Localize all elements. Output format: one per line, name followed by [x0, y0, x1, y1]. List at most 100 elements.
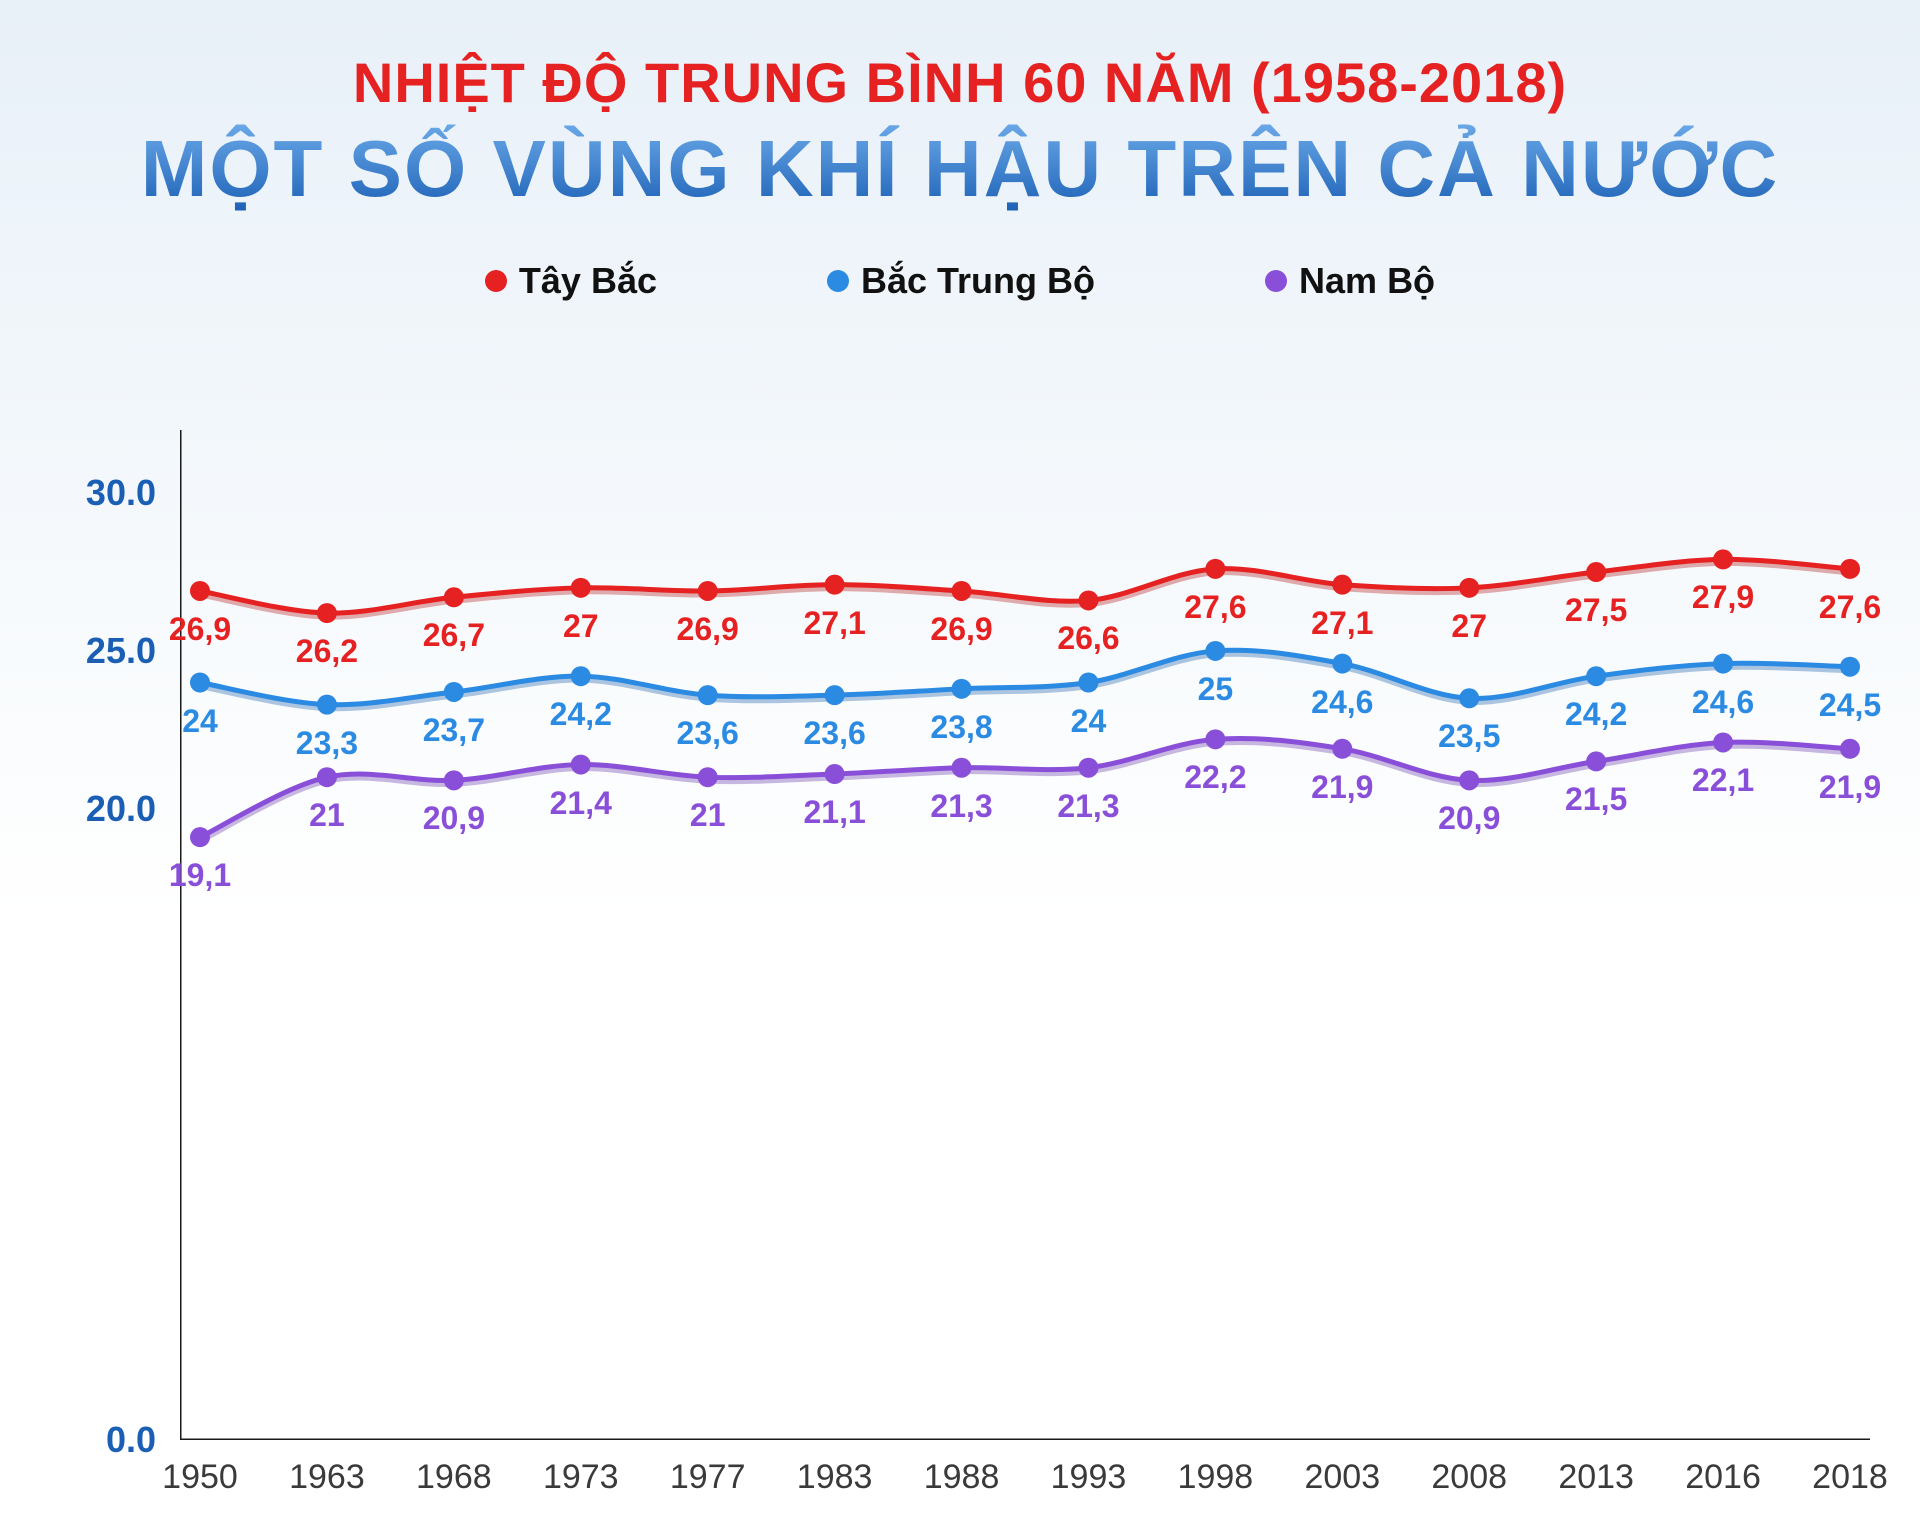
- data-label: 25: [1198, 671, 1234, 708]
- series-marker: [1078, 673, 1098, 693]
- x-tick-label: 2008: [1431, 1440, 1507, 1497]
- temperature-chart: NHIỆT ĐỘ TRUNG BÌNH 60 NĂM (1958-2018) M…: [0, 0, 1920, 1535]
- data-label: 24: [182, 703, 218, 740]
- legend-item: Nam Bộ: [1265, 260, 1435, 302]
- legend-dot-icon: [1265, 270, 1287, 292]
- data-label: 23,6: [677, 715, 739, 752]
- chart-title-line1: NHIỆT ĐỘ TRUNG BÌNH 60 NĂM (1958-2018): [0, 50, 1920, 115]
- data-label: 22,2: [1184, 759, 1246, 796]
- series-marker: [317, 767, 337, 787]
- series-marker: [444, 682, 464, 702]
- data-label: 19,1: [169, 857, 231, 894]
- data-label: 26,2: [296, 633, 358, 670]
- x-tick-label: 1963: [289, 1440, 365, 1497]
- y-tick-label: 20.0: [86, 788, 180, 830]
- data-label: 27,6: [1819, 589, 1881, 626]
- data-label: 26,9: [169, 611, 231, 648]
- legend-dot-icon: [485, 270, 507, 292]
- series-marker: [444, 587, 464, 607]
- series-marker: [698, 581, 718, 601]
- data-label: 24,6: [1311, 684, 1373, 721]
- x-tick-label: 1998: [1178, 1440, 1254, 1497]
- series-marker: [1459, 688, 1479, 708]
- series-marker: [825, 764, 845, 784]
- series-marker: [190, 673, 210, 693]
- x-tick-label: 2003: [1304, 1440, 1380, 1497]
- series-marker: [1205, 641, 1225, 661]
- data-label: 27,5: [1565, 592, 1627, 629]
- data-label: 21: [690, 797, 726, 834]
- data-label: 26,9: [677, 611, 739, 648]
- series-marker: [317, 695, 337, 715]
- data-label: 24: [1071, 703, 1107, 740]
- series-marker: [444, 770, 464, 790]
- data-label: 20,9: [423, 800, 485, 837]
- series-marker: [1586, 562, 1606, 582]
- data-label: 21,9: [1311, 769, 1373, 806]
- data-label: 24,6: [1692, 684, 1754, 721]
- data-label: 21,5: [1565, 781, 1627, 818]
- x-tick-label: 1993: [1051, 1440, 1127, 1497]
- x-tick-label: 1983: [797, 1440, 873, 1497]
- data-label: 27,1: [1311, 605, 1373, 642]
- series-marker: [571, 578, 591, 598]
- series-marker: [825, 575, 845, 595]
- series-marker: [952, 581, 972, 601]
- series-marker: [1332, 575, 1352, 595]
- legend-label: Nam Bộ: [1299, 260, 1435, 302]
- series-marker: [698, 685, 718, 705]
- data-label: 26,6: [1057, 620, 1119, 657]
- series-marker: [952, 758, 972, 778]
- series-marker: [1205, 559, 1225, 579]
- legend-label: Bắc Trung Bộ: [861, 260, 1095, 302]
- series-marker: [1078, 590, 1098, 610]
- x-tick-label: 1988: [924, 1440, 1000, 1497]
- series-marker: [1459, 578, 1479, 598]
- x-tick-label: 2016: [1685, 1440, 1761, 1497]
- data-label: 27,1: [803, 605, 865, 642]
- data-label: 23,6: [803, 715, 865, 752]
- data-label: 21,4: [550, 785, 612, 822]
- plot-svg: [180, 430, 1870, 1440]
- plot-area: 0.020.025.030.01950196319681973197719831…: [180, 430, 1870, 1440]
- data-label: 21,9: [1819, 769, 1881, 806]
- data-label: 27,9: [1692, 579, 1754, 616]
- series-marker: [1713, 654, 1733, 674]
- series-marker: [1840, 739, 1860, 759]
- series-marker: [571, 666, 591, 686]
- data-label: 23,3: [296, 725, 358, 762]
- x-tick-label: 1973: [543, 1440, 619, 1497]
- data-label: 23,7: [423, 712, 485, 749]
- chart-titles: NHIỆT ĐỘ TRUNG BÌNH 60 NĂM (1958-2018) M…: [0, 0, 1920, 215]
- data-label: 27: [1451, 608, 1487, 645]
- series-marker: [190, 581, 210, 601]
- data-label: 22,1: [1692, 762, 1754, 799]
- series-marker: [1332, 739, 1352, 759]
- data-label: 26,7: [423, 617, 485, 654]
- data-label: 23,8: [930, 709, 992, 746]
- legend-label: Tây Bắc: [519, 260, 657, 302]
- series-marker: [1840, 657, 1860, 677]
- data-label: 21,1: [803, 794, 865, 831]
- x-tick-label: 2013: [1558, 1440, 1634, 1497]
- series-marker: [952, 679, 972, 699]
- x-tick-label: 1977: [670, 1440, 746, 1497]
- data-label: 27,6: [1184, 589, 1246, 626]
- data-label: 24,2: [1565, 696, 1627, 733]
- data-label: 26,9: [930, 611, 992, 648]
- x-tick-label: 2018: [1812, 1440, 1888, 1497]
- data-label: 21,3: [930, 788, 992, 825]
- series-marker: [1332, 654, 1352, 674]
- series-marker: [698, 767, 718, 787]
- series-marker: [190, 827, 210, 847]
- data-label: 20,9: [1438, 800, 1500, 837]
- chart-legend: Tây Bắc Bắc Trung Bộ Nam Bộ: [0, 260, 1920, 302]
- series-marker: [317, 603, 337, 623]
- x-tick-label: 1950: [162, 1440, 238, 1497]
- series-marker: [571, 755, 591, 775]
- series-marker: [1078, 758, 1098, 778]
- y-tick-label: 25.0: [86, 630, 180, 672]
- series-marker: [1713, 732, 1733, 752]
- data-label: 21,3: [1057, 788, 1119, 825]
- y-tick-label: 30.0: [86, 472, 180, 514]
